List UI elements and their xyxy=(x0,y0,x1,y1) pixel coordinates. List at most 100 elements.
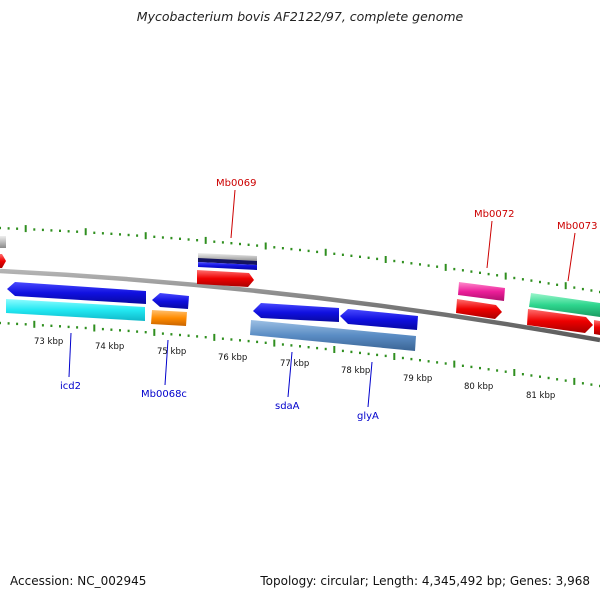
forward-strand-features xyxy=(0,236,600,335)
gene-arrow-red-edge[interactable] xyxy=(0,254,6,268)
minor-tick xyxy=(590,289,593,292)
minor-tick xyxy=(419,263,421,266)
gene-arrow-mb0072-pink[interactable] xyxy=(458,282,505,301)
minor-tick xyxy=(299,345,301,348)
minor-tick xyxy=(7,322,10,325)
gene-arrow-mb0069[interactable] xyxy=(197,270,254,287)
gene-arrow-sdaA-glyA-steel[interactable] xyxy=(250,320,416,351)
minor-tick xyxy=(590,383,593,386)
minor-tick xyxy=(307,346,310,349)
minor-tick xyxy=(230,242,233,245)
minor-tick xyxy=(427,360,430,363)
gene-label-mb0072[interactable]: Mb0072 xyxy=(474,209,514,220)
major-tick xyxy=(24,225,27,233)
minor-tick xyxy=(101,232,104,235)
gene-arrow-mb0069-blue[interactable] xyxy=(198,262,257,270)
minor-tick xyxy=(530,279,533,282)
gene-arrow-mb0068c-orange[interactable] xyxy=(151,310,187,326)
gene-label-icd2[interactable]: icd2 xyxy=(60,381,81,392)
minor-tick xyxy=(359,255,361,258)
minor-tick xyxy=(521,278,524,281)
major-tick xyxy=(504,272,507,280)
outer-tick-track xyxy=(0,225,600,294)
minor-tick xyxy=(487,368,490,371)
minor-tick xyxy=(59,325,61,328)
minor-tick xyxy=(153,235,156,238)
gene-label-sdaA[interactable]: sdaA xyxy=(275,401,300,412)
minor-tick xyxy=(230,338,233,341)
minor-tick xyxy=(93,231,96,234)
gene-label-mb0069[interactable]: Mb0069 xyxy=(216,178,256,189)
minor-tick xyxy=(316,250,319,254)
minor-tick xyxy=(444,362,447,365)
gene-labels: Mb0069 Mb0072 Mb0073 icd2 Mb0068c sdaA g… xyxy=(60,178,597,422)
minor-tick xyxy=(119,329,121,332)
major-tick xyxy=(144,232,147,240)
gene-arrow-sdaA[interactable] xyxy=(253,303,339,322)
minor-tick xyxy=(256,340,259,344)
minor-tick xyxy=(24,323,27,326)
minor-tick xyxy=(350,350,353,354)
gene-label-mb0073[interactable]: Mb0073 xyxy=(557,221,597,232)
minor-tick xyxy=(76,326,79,329)
minor-tick xyxy=(196,335,199,338)
minor-tick xyxy=(239,339,241,342)
minor-tick xyxy=(239,242,241,246)
minor-tick xyxy=(170,236,173,240)
minor-tick xyxy=(50,324,53,327)
gene-arrow-mb0068c[interactable] xyxy=(152,293,189,309)
gene-arrow-glyA[interactable] xyxy=(340,309,418,330)
reverse-strand-features xyxy=(6,282,418,351)
gene-arrow-mb0069-dark[interactable] xyxy=(198,258,257,265)
minor-tick xyxy=(136,330,139,333)
minor-tick xyxy=(324,347,327,351)
minor-tick xyxy=(281,247,284,250)
tick-label: 79 kbp xyxy=(403,374,432,384)
gene-arrow-mb0073-green[interactable] xyxy=(529,293,600,317)
major-tick xyxy=(264,242,267,250)
major-tick xyxy=(324,248,327,256)
major-tick xyxy=(273,339,276,347)
minor-tick xyxy=(290,344,293,347)
minor-tick xyxy=(0,226,1,230)
minor-tick xyxy=(136,234,139,237)
minor-tick xyxy=(556,283,559,286)
gene-arrow-grey-edge[interactable] xyxy=(0,236,6,248)
major-tick xyxy=(393,353,396,360)
minor-tick xyxy=(161,332,164,335)
minor-tick xyxy=(376,353,379,357)
gene-label-mb0068c[interactable]: Mb0068c xyxy=(141,389,187,400)
major-tick xyxy=(93,324,96,332)
minor-tick xyxy=(547,376,550,380)
minor-tick xyxy=(359,351,361,355)
tick-label: 74 kbp xyxy=(95,342,124,352)
minor-tick xyxy=(247,243,250,246)
minor-tick xyxy=(539,375,541,378)
minor-tick xyxy=(547,282,550,285)
genome-backbone xyxy=(0,268,600,343)
tick-label: 76 kbp xyxy=(218,353,247,363)
minor-tick xyxy=(204,336,207,339)
minor-tick xyxy=(513,276,516,280)
gene-arrow-icd2-cyan[interactable] xyxy=(6,299,145,321)
minor-tick xyxy=(556,378,559,381)
gene-arrow-red-right-edge[interactable] xyxy=(594,320,600,335)
major-tick xyxy=(33,320,36,328)
minor-tick xyxy=(144,331,147,334)
gene-arrow-icd2[interactable] xyxy=(7,282,146,304)
minor-tick xyxy=(16,322,19,326)
minor-tick xyxy=(341,253,344,256)
minor-tick xyxy=(384,354,387,358)
gene-label-glyA[interactable]: glyA xyxy=(357,411,379,422)
major-tick xyxy=(384,256,387,263)
minor-tick xyxy=(110,232,113,235)
minor-tick xyxy=(581,382,584,385)
gene-arrow-mb0072[interactable] xyxy=(456,299,502,319)
minor-tick xyxy=(419,359,421,362)
major-tick xyxy=(333,346,336,353)
minor-tick xyxy=(41,324,44,327)
minor-tick xyxy=(410,262,413,265)
gene-arrow-mb0073[interactable] xyxy=(527,309,593,333)
minor-tick xyxy=(256,244,259,247)
